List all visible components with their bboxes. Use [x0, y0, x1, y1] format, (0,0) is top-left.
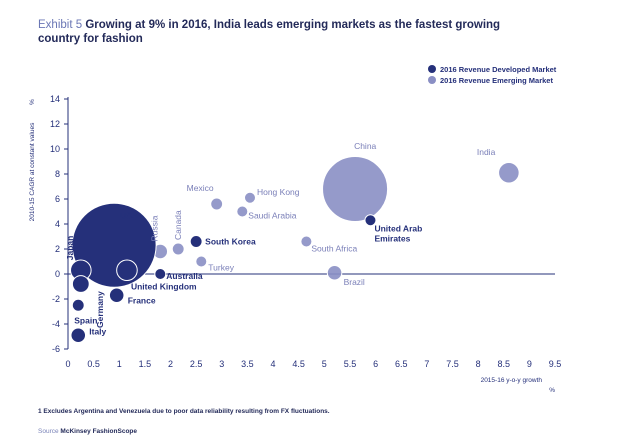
bubble-australia [154, 268, 167, 280]
point-label-united-arab-emirates: United Arab Emirates [374, 223, 422, 243]
bubble-united-arab-emirates [364, 214, 377, 227]
point-label-japan: Japan [65, 236, 75, 261]
legend-marker-developed [428, 65, 436, 73]
bubble-south-africa [300, 235, 313, 248]
x-tick-label: 9 [527, 359, 532, 369]
point-label-brazil: Brazil [344, 277, 365, 287]
x-tick-label: 5.5 [344, 359, 357, 369]
x-axis-unit: % [549, 387, 555, 394]
point-label-france: France [128, 295, 156, 305]
chart-title: Exhibit 5 Growing at 9% in 2016, India l… [38, 18, 538, 46]
point-label-spain: Spain [74, 315, 97, 325]
source-line: Source McKinsey FashionScope [38, 428, 137, 435]
source-label: Source [38, 428, 59, 435]
bubble-brazil [326, 264, 343, 281]
x-axis-label: 2015-16 y-o-y growth [481, 377, 543, 384]
title-text: Growing at 9% in 2016, India leads emerg… [38, 19, 501, 45]
legend: 2016 Revenue Developed Market 2016 Revenu… [428, 65, 557, 85]
bubble-united-kingdom [116, 259, 138, 282]
bubble-france [108, 287, 125, 304]
bubble-south-korea [189, 235, 203, 248]
bubble-spain [71, 298, 85, 312]
x-tick-label: 3.5 [241, 359, 254, 369]
x-tick-label: 0 [65, 359, 70, 369]
y-tick-label: 14 [50, 94, 60, 104]
bubble-hong-kong [243, 191, 256, 204]
y-tick-label: -6 [52, 344, 60, 354]
y-tick-label: 10 [50, 144, 60, 154]
y-axis-label: 2010-15 CAGR at constant values [29, 122, 36, 221]
bubble-turkey [195, 255, 208, 268]
point-label-india: India [477, 147, 496, 157]
x-tick-label: 2.5 [190, 359, 203, 369]
point-label-mexico: Mexico [187, 183, 214, 193]
legend-label-developed: 2016 Revenue Developed Market [440, 65, 557, 74]
y-axis-unit: % [29, 99, 36, 105]
point-label-united-kingdom: United Kingdom [131, 281, 197, 291]
x-tick-label: 7.5 [446, 359, 459, 369]
point-label-russia: Russia [149, 215, 159, 241]
x-tick-label: 1.5 [139, 359, 152, 369]
point-label-usa: USA [120, 210, 138, 220]
x-tick-label: 7 [424, 359, 429, 369]
x-tick-label: 0.5 [87, 359, 100, 369]
y-tick-label: 2 [55, 244, 60, 254]
footnote: 1 Excludes Argentina and Venezuela due t… [38, 408, 330, 415]
source-name: McKinsey FashionScope [60, 428, 137, 435]
legend-label-emerging: 2016 Revenue Emerging Market [440, 76, 553, 85]
point-label-south-korea: South Korea [205, 237, 256, 247]
bubble-italy [70, 327, 87, 344]
x-tick-label: 8.5 [497, 359, 510, 369]
point-label-germany: Germany [95, 291, 105, 328]
x-tick-label: 4.5 [292, 359, 305, 369]
x-tick-label: 4 [271, 359, 276, 369]
point-label-south-africa: South Africa [311, 244, 357, 254]
y-tick-label: 6 [55, 194, 60, 204]
x-tick-label: 9.5 [549, 359, 562, 369]
x-tick-label: 1 [117, 359, 122, 369]
y-tick-label: 0 [55, 269, 60, 279]
x-tick-label: 3 [219, 359, 224, 369]
x-tick-label: 2 [168, 359, 173, 369]
bubble-mexico [210, 197, 224, 211]
exhibit-number: Exhibit 5 [38, 19, 83, 31]
bubble-saudi-arabia [236, 205, 249, 218]
point-label-italy: Italy [89, 326, 106, 336]
point-label-hong-kong: Hong Kong [257, 187, 300, 197]
x-tick-label: 6.5 [395, 359, 408, 369]
bubble-india [498, 161, 520, 184]
y-tick-label: 4 [55, 219, 60, 229]
bubble-canada [171, 242, 185, 256]
y-tick-label: 12 [50, 119, 60, 129]
point-label-turkey: Turkey [208, 263, 234, 273]
point-label-saudi-arabia: Saudi Arabia [248, 211, 296, 221]
x-tick-label: 8 [476, 359, 481, 369]
point-label-canada: Canada [173, 210, 183, 240]
legend-marker-emerging [428, 76, 436, 84]
point-label-china: China [354, 141, 376, 151]
x-tick-label: 5 [322, 359, 327, 369]
bubble-germany [71, 275, 90, 293]
point-labels: China India Russia Canada Mexico Hong Kong Sau… [65, 141, 496, 336]
axes: -6 -4 -2 0 2 4 6 8 10 12 14 0 0.5 1 1.5 2 2.5 3 3.5 4 4.5 5 5.… [29, 94, 561, 394]
y-tick-label: -4 [52, 319, 60, 329]
bubbles [70, 155, 520, 344]
bubble-china [322, 155, 389, 223]
y-tick-label: 8 [55, 169, 60, 179]
point-label-australia: Australia [166, 271, 203, 281]
y-tick-label: -2 [52, 294, 60, 304]
x-tick-label: 6 [373, 359, 378, 369]
